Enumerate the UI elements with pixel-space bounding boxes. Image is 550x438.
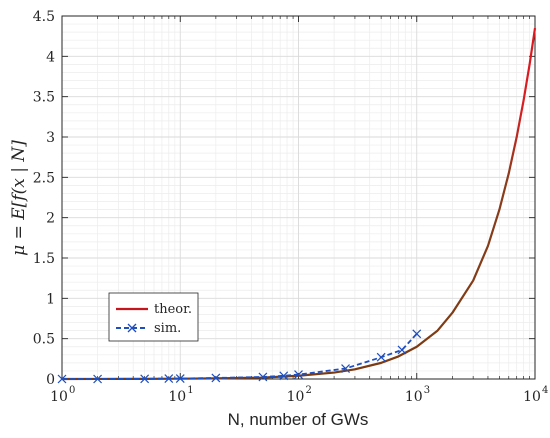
x-tick-label: 10 [523, 389, 541, 405]
x-tick-label: 10 [287, 389, 305, 405]
legend-theor-label: theor. [154, 302, 192, 317]
sim-marker [258, 372, 268, 382]
y-tick-label: 0 [46, 372, 55, 388]
x-tick-exponent: 1 [187, 385, 193, 396]
x-tick-label: 10 [405, 389, 423, 405]
sim-marker [175, 374, 185, 383]
x-tick-exponent: 2 [306, 385, 312, 396]
sim-marker [140, 374, 150, 384]
x-axis-label: N, number of GWs [228, 410, 369, 429]
sim-marker [294, 370, 303, 379]
sim-marker [57, 374, 67, 384]
series-layer [57, 27, 537, 384]
x-tick-exponent: 0 [69, 385, 75, 396]
sim-marker-stroke [397, 345, 407, 355]
y-tick-label: 4 [46, 49, 55, 65]
sim-marker-stroke [164, 374, 174, 384]
sim-marker-stroke [341, 364, 350, 373]
sim-marker [341, 364, 350, 373]
sim-marker-stroke [294, 370, 303, 379]
legend-sim-label: sim. [154, 321, 181, 336]
sim-marker-stroke [258, 372, 268, 382]
legend-box [108, 292, 199, 342]
sim-marker [412, 329, 422, 339]
y-tick-label: 4.5 [33, 9, 55, 25]
tick-labels: 10 0 10 1 10 2 10 3 10 400.511.522.533.544.5 [33, 9, 549, 405]
sim-marker [164, 374, 174, 384]
legend-sim-marker [127, 323, 137, 333]
y-tick-label: 1.5 [33, 251, 55, 267]
y-tick-label: 2.5 [33, 170, 55, 186]
sim-marker-stroke [140, 374, 150, 384]
sim-marker-stroke [279, 371, 289, 381]
sim-marker-stroke [211, 373, 221, 383]
y-tick-label: 3.5 [33, 90, 55, 106]
sim-marker-stroke [412, 329, 422, 339]
sim-marker [279, 371, 289, 381]
sim-marker [93, 374, 103, 384]
y-tick-label: 3 [46, 130, 55, 146]
sim-marker [397, 345, 407, 355]
sim-marker-stroke [175, 374, 185, 383]
sim-marker [376, 352, 386, 362]
legend: theor. sim. [108, 292, 199, 342]
y-axis-label: μ = E[f(x | N] [9, 140, 29, 256]
sim-marker-stroke [376, 352, 386, 362]
y-tick-label: 1 [46, 291, 55, 307]
axis-ticks [61, 15, 536, 380]
x-tick-label: 10 [50, 389, 68, 405]
sim-marker-stroke [93, 374, 103, 384]
x-tick-exponent: 3 [424, 385, 430, 396]
minor-grid [62, 16, 535, 379]
sim-marker-stroke [57, 374, 67, 384]
y-tick-label: 2 [46, 211, 55, 227]
x-tick-exponent: 4 [542, 385, 548, 396]
sim-marker [211, 373, 221, 383]
y-tick-label: 0.5 [33, 332, 55, 348]
x-tick-label: 10 [168, 389, 186, 405]
